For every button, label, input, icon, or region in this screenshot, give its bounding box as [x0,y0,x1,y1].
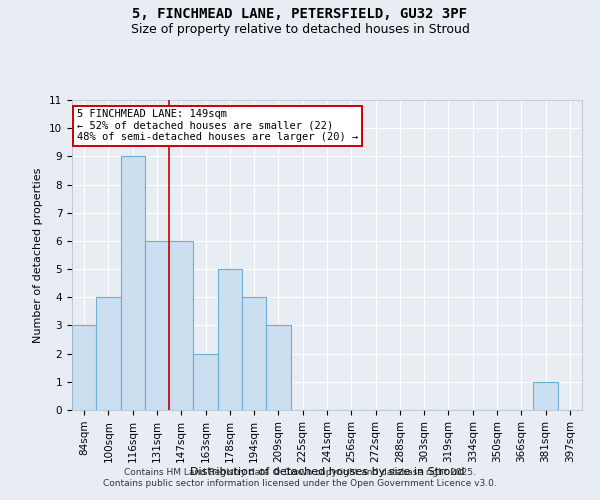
Text: 5, FINCHMEAD LANE, PETERSFIELD, GU32 3PF: 5, FINCHMEAD LANE, PETERSFIELD, GU32 3PF [133,8,467,22]
Bar [533,382,558,410]
Text: Contains HM Land Registry data © Crown copyright and database right 2025.
Contai: Contains HM Land Registry data © Crown c… [103,468,497,487]
Bar [266,326,290,410]
Bar [218,269,242,410]
Bar [121,156,145,410]
Y-axis label: Number of detached properties: Number of detached properties [34,168,43,342]
Text: 5 FINCHMEAD LANE: 149sqm
← 52% of detached houses are smaller (22)
48% of semi-d: 5 FINCHMEAD LANE: 149sqm ← 52% of detach… [77,110,358,142]
Bar [169,241,193,410]
X-axis label: Distribution of detached houses by size in Stroud: Distribution of detached houses by size … [190,468,464,477]
Bar [145,241,169,410]
Bar [96,298,121,410]
Bar [193,354,218,410]
Text: Size of property relative to detached houses in Stroud: Size of property relative to detached ho… [131,22,469,36]
Bar [72,326,96,410]
Bar [242,298,266,410]
